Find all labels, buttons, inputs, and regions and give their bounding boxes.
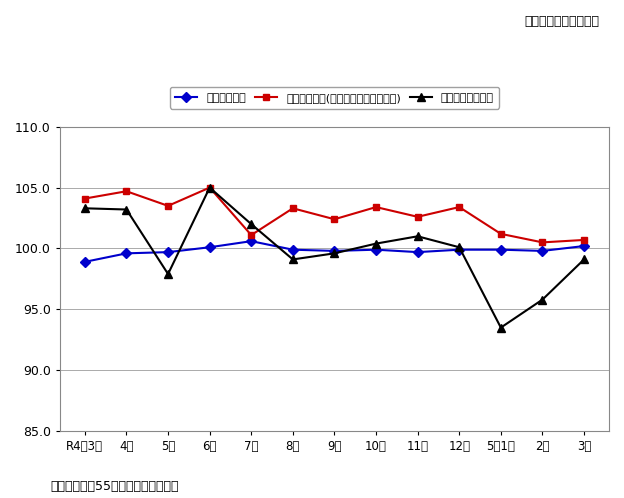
Text: ＊事業所規模55人以上：調査産業計: ＊事業所規模55人以上：調査産業計 bbox=[50, 480, 178, 493]
Legend: 常用雇用指数, 名目賃金指数(きまって支給する給与), 総実労働時間指数: 常用雇用指数, 名目賃金指数(きまって支給する給与), 総実労働時間指数 bbox=[170, 87, 499, 109]
Text: （令和２年＝１００）: （令和２年＝１００） bbox=[524, 15, 599, 28]
